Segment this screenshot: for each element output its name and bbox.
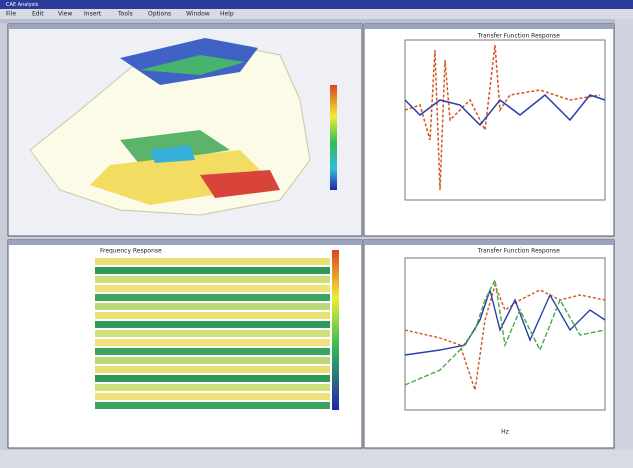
menu-item[interactable]: Tools bbox=[117, 11, 133, 18]
strip bbox=[95, 402, 330, 409]
strip bbox=[95, 357, 330, 364]
plot-panel bbox=[364, 24, 614, 236]
panel-header bbox=[8, 240, 362, 245]
strip bbox=[95, 384, 330, 391]
menu-item[interactable]: Insert bbox=[84, 11, 102, 18]
strip-map bbox=[95, 258, 330, 409]
side-toolbar bbox=[615, 19, 633, 450]
menu-item[interactable]: View bbox=[58, 11, 72, 18]
plot-panel bbox=[364, 240, 614, 448]
color-bar bbox=[332, 250, 339, 410]
strip bbox=[95, 312, 330, 319]
panel-header bbox=[8, 24, 362, 29]
panel-header bbox=[364, 24, 614, 29]
menu-item[interactable]: Help bbox=[220, 11, 234, 18]
window-title: CAE Analysis bbox=[6, 2, 39, 8]
menu-item[interactable]: Options bbox=[148, 11, 171, 18]
page: CAE Analysis File Edit View Insert Tools Opti… bbox=[0, 0, 633, 468]
strip bbox=[95, 348, 330, 355]
menu: File Edit View Insert Tools Options Window Help bbox=[6, 11, 234, 18]
panel-header bbox=[364, 240, 614, 245]
strip bbox=[95, 375, 330, 382]
x-axis-label: Hz bbox=[501, 429, 509, 436]
menu-item[interactable]: File bbox=[6, 11, 16, 18]
title-bar bbox=[0, 0, 633, 9]
strip bbox=[95, 393, 330, 400]
strip bbox=[95, 330, 330, 337]
strip bbox=[95, 321, 330, 328]
strip bbox=[95, 303, 330, 310]
status-bar bbox=[0, 450, 633, 468]
plot-title: Frequency Response bbox=[100, 248, 162, 255]
menu-item[interactable]: Edit bbox=[32, 11, 44, 18]
strip bbox=[95, 366, 330, 373]
strip bbox=[95, 258, 330, 265]
strip bbox=[95, 285, 330, 292]
plot-title: Transfer Function Response bbox=[477, 33, 561, 40]
app-window: CAE Analysis File Edit View Insert Tools Opti… bbox=[0, 0, 633, 468]
strip bbox=[95, 294, 330, 301]
toolbar bbox=[0, 19, 633, 23]
plot-title: Transfer Function Response bbox=[477, 248, 561, 255]
menu-item[interactable]: Window bbox=[186, 11, 210, 18]
strip bbox=[95, 267, 330, 274]
color-bar bbox=[330, 85, 337, 190]
strip bbox=[95, 276, 330, 283]
strip bbox=[95, 339, 330, 346]
